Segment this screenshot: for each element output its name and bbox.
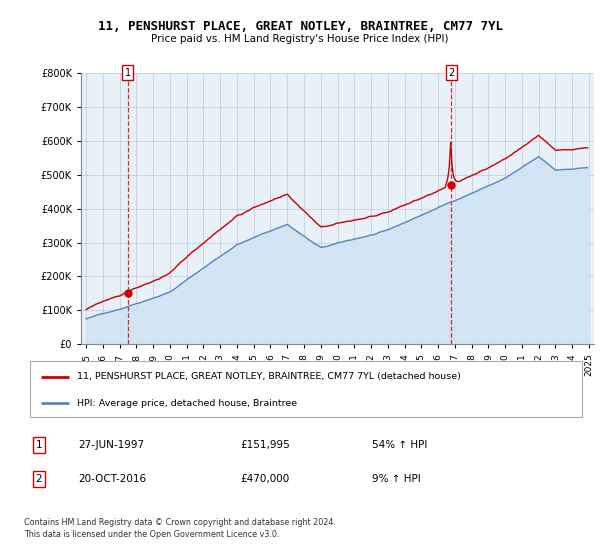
FancyBboxPatch shape [30,361,582,417]
Text: 9% ↑ HPI: 9% ↑ HPI [372,474,421,484]
Text: 20-OCT-2016: 20-OCT-2016 [78,474,146,484]
Text: 2: 2 [448,68,454,78]
Text: £470,000: £470,000 [240,474,289,484]
Text: 27-JUN-1997: 27-JUN-1997 [78,440,144,450]
Text: 2: 2 [35,474,43,484]
Text: HPI: Average price, detached house, Braintree: HPI: Average price, detached house, Brai… [77,399,297,408]
Text: 11, PENSHURST PLACE, GREAT NOTLEY, BRAINTREE, CM77 7YL: 11, PENSHURST PLACE, GREAT NOTLEY, BRAIN… [97,20,503,32]
Text: 1: 1 [35,440,43,450]
Text: Price paid vs. HM Land Registry's House Price Index (HPI): Price paid vs. HM Land Registry's House … [151,34,449,44]
Text: 1: 1 [125,68,131,78]
Text: 11, PENSHURST PLACE, GREAT NOTLEY, BRAINTREE, CM77 7YL (detached house): 11, PENSHURST PLACE, GREAT NOTLEY, BRAIN… [77,372,461,381]
Text: 54% ↑ HPI: 54% ↑ HPI [372,440,427,450]
Text: Contains HM Land Registry data © Crown copyright and database right 2024.
This d: Contains HM Land Registry data © Crown c… [24,518,336,539]
Text: £151,995: £151,995 [240,440,290,450]
